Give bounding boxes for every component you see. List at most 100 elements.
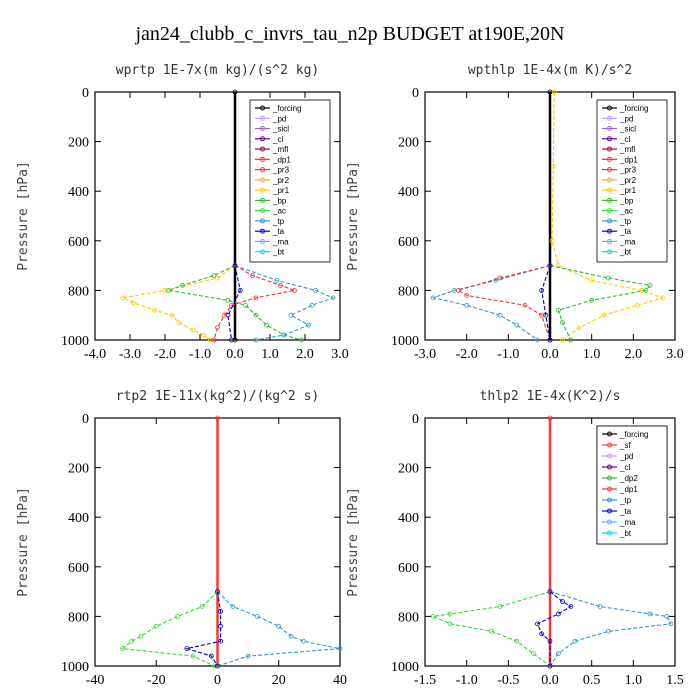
series-point [230, 604, 236, 609]
y-tick-label: 600 [68, 235, 89, 250]
legend-marker [607, 464, 612, 470]
legend-marker [260, 115, 265, 121]
series-line [166, 265, 302, 341]
legend-marker [260, 197, 265, 203]
series-point [535, 337, 540, 343]
series-point [535, 621, 540, 627]
panel-1: wprtp 1E-7x(m kg)/(s^2 kg) Pressure [hPa]… [16, 63, 349, 362]
legend-label: _ac [272, 207, 286, 216]
legend-box [249, 99, 331, 263]
legend-label: _tp [619, 217, 632, 226]
legend-label: _pd [272, 114, 286, 123]
series-point [576, 325, 582, 331]
x-tick-label: 0.0 [541, 347, 559, 362]
x-tick-label: 0.0 [226, 347, 244, 362]
legend-marker [260, 136, 265, 142]
series-point [664, 614, 670, 619]
legend-marker [607, 228, 612, 234]
series-point [560, 337, 565, 343]
y-tick-label: 800 [68, 610, 89, 625]
x-tick-label: -20 [147, 673, 166, 688]
legend-marker [260, 249, 265, 255]
series-point [120, 295, 126, 301]
series-point [208, 337, 213, 343]
series-point [211, 337, 217, 343]
legend-label: _pr2 [272, 176, 290, 185]
y-tick-label: 1000 [391, 660, 419, 675]
series-point [190, 653, 196, 659]
legend-marker [607, 442, 612, 448]
series-point [547, 589, 553, 594]
series-point [208, 653, 214, 659]
y-tick-label: 0 [412, 86, 419, 101]
legend-marker [607, 105, 612, 111]
legend-label: _dp1 [619, 485, 638, 494]
legend-label: _forcing [619, 104, 648, 113]
series-point [549, 238, 555, 244]
y-tick-label: 200 [68, 136, 89, 151]
series-point [225, 297, 231, 303]
legend-marker [607, 519, 612, 525]
x-tick-label: -1.0 [456, 673, 478, 688]
legend-marker [607, 126, 612, 132]
legend-marker [607, 486, 612, 492]
series-line [227, 265, 241, 341]
legend-label: _bp [619, 196, 634, 205]
panel-title: thlp2 1E-4x(K^2)/s [480, 389, 621, 404]
legend-marker [607, 156, 612, 162]
series-point [497, 312, 503, 318]
x-tick-label: -1.0 [497, 347, 519, 362]
x-tick-label: -40 [86, 673, 105, 688]
series-point [568, 337, 574, 343]
legend-marker [260, 228, 265, 234]
legend-marker [607, 208, 612, 214]
y-tick-label: 200 [68, 462, 89, 477]
series-point [264, 322, 269, 328]
x-tick-label: 3.0 [331, 347, 349, 362]
series-point [601, 312, 607, 318]
series-point [309, 302, 315, 308]
legend-label: _forcing [619, 430, 648, 439]
legend-marker [607, 136, 612, 142]
series-point [493, 278, 499, 283]
series-point [547, 337, 553, 343]
series-point [547, 415, 553, 421]
series-point [647, 611, 653, 617]
series-line [536, 591, 572, 666]
legend-label: _mfl [619, 145, 635, 154]
series-point [190, 327, 196, 333]
series-point [225, 312, 231, 318]
y-tick-label: 400 [398, 185, 419, 200]
legend-label: _pr1 [619, 186, 637, 195]
series-point [539, 631, 545, 637]
series-point [292, 287, 297, 293]
legend-label: _pr2 [619, 176, 637, 185]
legend-marker [260, 238, 265, 244]
legend-marker [607, 238, 612, 244]
series-point [430, 295, 436, 301]
series-point [547, 663, 553, 669]
legend-label: _ma [272, 237, 289, 246]
y-axis-label: Pressure [hPa] [346, 487, 361, 597]
series-point [660, 295, 665, 301]
series-point [237, 287, 243, 293]
series-point [330, 295, 336, 301]
series-line [234, 265, 335, 341]
series-point [568, 604, 574, 609]
series-line [217, 591, 341, 667]
series-point [288, 633, 294, 639]
legend-marker [260, 177, 265, 183]
series-point [243, 302, 248, 308]
x-tick-label: -1.5 [414, 673, 436, 688]
series-point [215, 415, 220, 421]
series-point [254, 614, 260, 619]
series-point [215, 589, 220, 594]
panel-title: rtp2 1E-11x(kg^2)/(kg^2 s) [116, 389, 320, 404]
legend-marker [607, 177, 612, 183]
series-point [447, 611, 453, 617]
x-tick-label: 0.5 [583, 673, 601, 688]
series-point [250, 273, 255, 278]
series-point [212, 663, 217, 669]
series-point [560, 320, 565, 326]
x-tick-label: 1.0 [261, 347, 279, 362]
